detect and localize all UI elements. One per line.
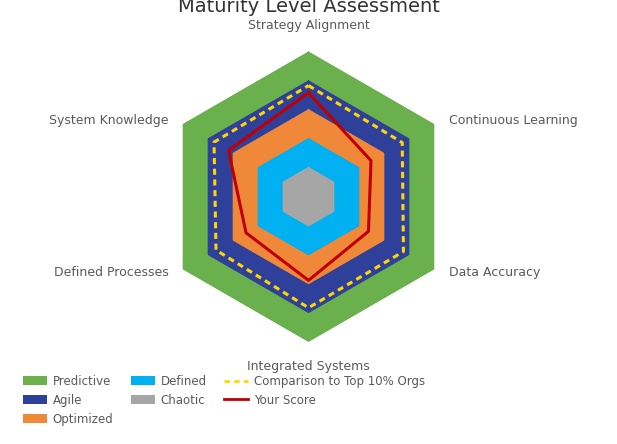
Legend: Predictive, Agile, Optimized, Defined, Chaotic, Comparison to Top 10% Orgs, Your: Predictive, Agile, Optimized, Defined, C…: [19, 370, 429, 430]
Polygon shape: [183, 52, 434, 341]
Polygon shape: [259, 139, 358, 254]
Text: Defined Processes: Defined Processes: [54, 266, 168, 279]
Polygon shape: [209, 81, 408, 312]
Polygon shape: [233, 110, 384, 283]
Text: Data Accuracy: Data Accuracy: [449, 266, 540, 279]
Text: System Knowledge: System Knowledge: [49, 115, 168, 127]
Text: Strategy Alignment: Strategy Alignment: [247, 19, 370, 32]
Polygon shape: [283, 168, 334, 226]
Text: Continuous Learning: Continuous Learning: [449, 115, 578, 127]
Text: Maturity Level Assessment: Maturity Level Assessment: [178, 0, 439, 16]
Text: Integrated Systems: Integrated Systems: [247, 360, 370, 373]
